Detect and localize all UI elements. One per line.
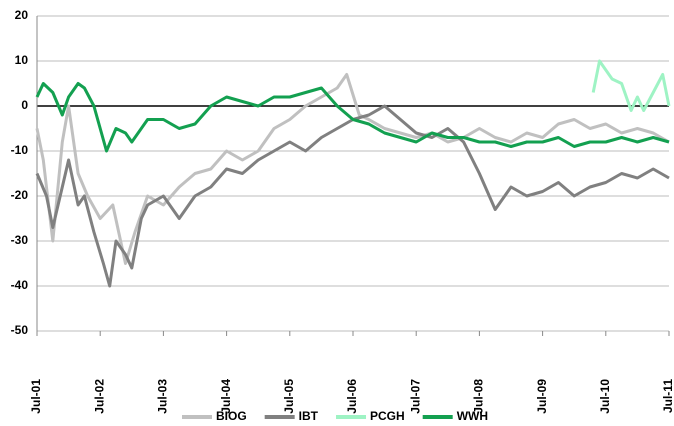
x-tick-label: Jul-05 bbox=[282, 379, 296, 414]
series-line bbox=[35, 73, 670, 265]
x-tick-label: Jul-02 bbox=[92, 379, 106, 414]
x-tick-label: Jul-04 bbox=[219, 379, 233, 414]
y-tick-label: -30 bbox=[11, 233, 29, 247]
x-tick-label: Jul-08 bbox=[472, 379, 486, 414]
series-line bbox=[591, 59, 671, 112]
x-tick-label: Jul-09 bbox=[535, 379, 549, 414]
x-tick-label: Jul-01 bbox=[29, 379, 43, 414]
legend-label: WWH bbox=[457, 409, 488, 423]
y-tick-label: -50 bbox=[11, 323, 29, 337]
series-line bbox=[35, 104, 670, 288]
series-line bbox=[35, 82, 670, 153]
y-tick-label: 0 bbox=[21, 98, 28, 112]
y-tick-label: -40 bbox=[11, 278, 29, 292]
y-tick-label: 20 bbox=[15, 8, 29, 22]
legend-label: BIOG bbox=[216, 409, 247, 423]
y-tick-label: 10 bbox=[15, 53, 29, 67]
x-tick-label: Jul-07 bbox=[408, 379, 422, 414]
legend-label: IBT bbox=[299, 409, 319, 423]
x-tick-label: Jul-06 bbox=[345, 379, 359, 414]
legend-label: PCGH bbox=[370, 409, 405, 423]
y-tick-label: -20 bbox=[11, 188, 29, 202]
x-tick-label: Jul-03 bbox=[156, 379, 170, 414]
y-tick-label: -10 bbox=[11, 143, 29, 157]
x-tick-label: Jul-11 bbox=[661, 379, 674, 413]
x-tick-label: Jul-10 bbox=[598, 379, 612, 414]
